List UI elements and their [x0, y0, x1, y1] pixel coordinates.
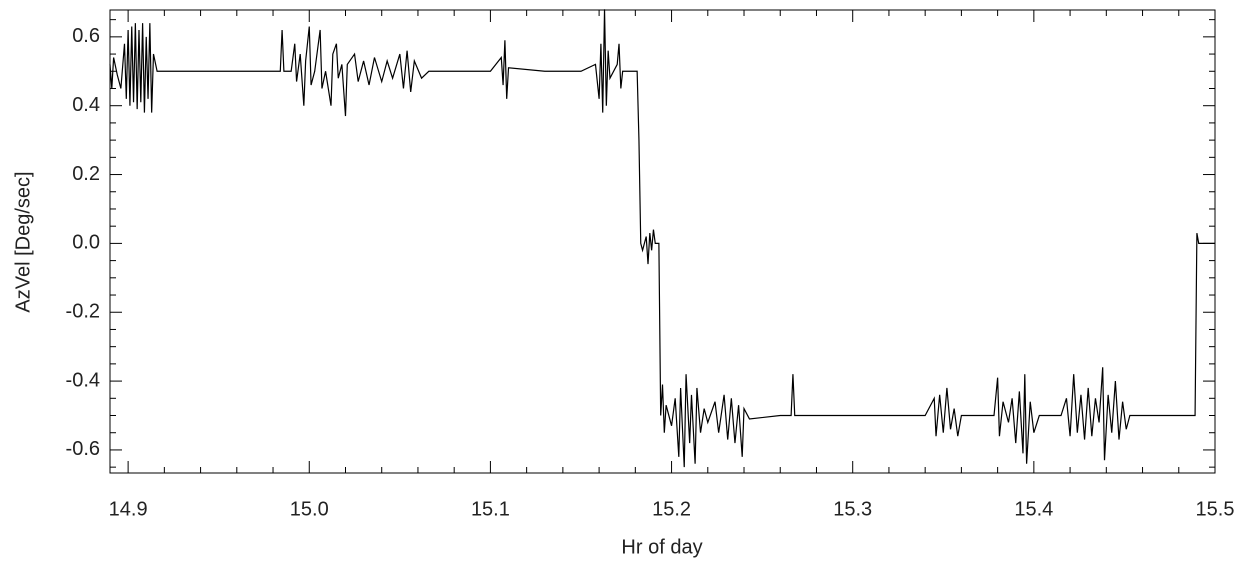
y-axis-title: AzVel [Deg/sec]: [12, 171, 34, 312]
y-tick-label: 0.2: [72, 163, 100, 185]
y-tick-label: 0.6: [72, 25, 100, 47]
x-tick-label: 14.9: [109, 498, 148, 520]
plot-frame: [109, 9, 1216, 474]
x-tick-label: 15.3: [833, 498, 872, 520]
x-tick-label: 15.4: [1014, 498, 1053, 520]
y-tick-label: 0.0: [72, 232, 100, 254]
y-tick-label: 0.4: [72, 94, 100, 116]
x-tick-label: 15.2: [652, 498, 691, 520]
x-tick-label: 15.1: [471, 498, 510, 520]
x-tick-label: 15.0: [290, 498, 329, 520]
y-tick-label: -0.2: [66, 301, 100, 323]
x-tick-label: 15.5: [1196, 498, 1235, 520]
y-tick-label: -0.4: [66, 369, 100, 391]
data-line: [109, 9, 1215, 468]
x-axis-title: Hr of day: [621, 536, 702, 558]
y-tick-label: -0.6: [66, 438, 100, 460]
